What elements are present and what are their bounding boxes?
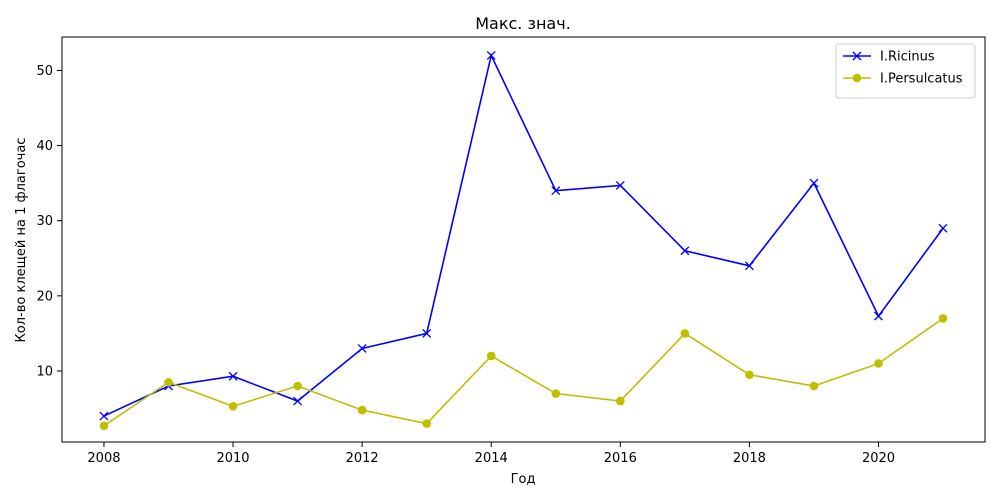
data-point [809, 178, 819, 188]
x-tick-label: 2018 [733, 451, 766, 466]
series-1 [99, 314, 948, 431]
data-point [938, 223, 948, 233]
legend-marker [852, 73, 862, 83]
data-point [615, 180, 625, 190]
data-point [99, 421, 109, 431]
x-tick-label: 2020 [862, 451, 895, 466]
data-point [357, 343, 367, 353]
x-tick-label: 2016 [604, 451, 637, 466]
series-line [103, 53, 944, 417]
x-axis: 2008 2010 2012 2014 2016 2018 2020 [87, 442, 895, 466]
x-axis-label: Год [511, 472, 536, 487]
data-point [228, 402, 238, 411]
data-point [422, 328, 432, 338]
data-point [293, 381, 302, 391]
data-point [938, 314, 948, 323]
data-point [874, 359, 883, 368]
y-tick-label: 40 [36, 139, 53, 154]
y-tick-label: 10 [36, 364, 53, 379]
y-axis: 10 20 30 40 50 [36, 64, 62, 379]
legend-label: I.Persulcatus [880, 72, 963, 87]
y-axis-label: Кол-во клещей на 1 флагочас [14, 138, 29, 343]
y-tick-label: 30 [36, 214, 53, 229]
data-point [422, 419, 431, 428]
chart-title: Макс. знач. [475, 14, 571, 33]
data-point [744, 261, 754, 271]
data-point [228, 371, 238, 381]
data-point [551, 186, 561, 196]
legend-item: I.Ricinus [843, 50, 935, 65]
x-tick-label: 2012 [346, 451, 379, 466]
legend-marker [852, 51, 862, 61]
x-tick-label: 2008 [87, 451, 120, 466]
legend-item: I.Persulcatus [843, 72, 963, 87]
data-point [99, 411, 109, 421]
data-point [293, 396, 303, 406]
data-point [486, 351, 496, 361]
data-point [164, 377, 173, 387]
legend: I.Ricinus I.Persulcatus [835, 43, 976, 99]
data-point [874, 311, 883, 321]
data-point [680, 329, 690, 338]
series-line [103, 317, 944, 427]
x-tick-label: 2010 [216, 451, 249, 466]
series-0 [99, 50, 948, 421]
data-point [486, 50, 496, 60]
data-point [551, 389, 561, 398]
plot-frame [61, 36, 986, 443]
data-point [357, 405, 367, 415]
y-tick-label: 50 [36, 64, 53, 79]
legend-label: I.Ricinus [880, 50, 935, 65]
data-point [809, 381, 819, 391]
y-tick-label: 20 [36, 289, 53, 304]
data-point [616, 396, 625, 406]
legend-box [835, 43, 976, 99]
plot-area [99, 50, 948, 431]
data-point [745, 370, 754, 380]
x-tick-label: 2014 [475, 451, 508, 466]
data-point [680, 246, 690, 256]
